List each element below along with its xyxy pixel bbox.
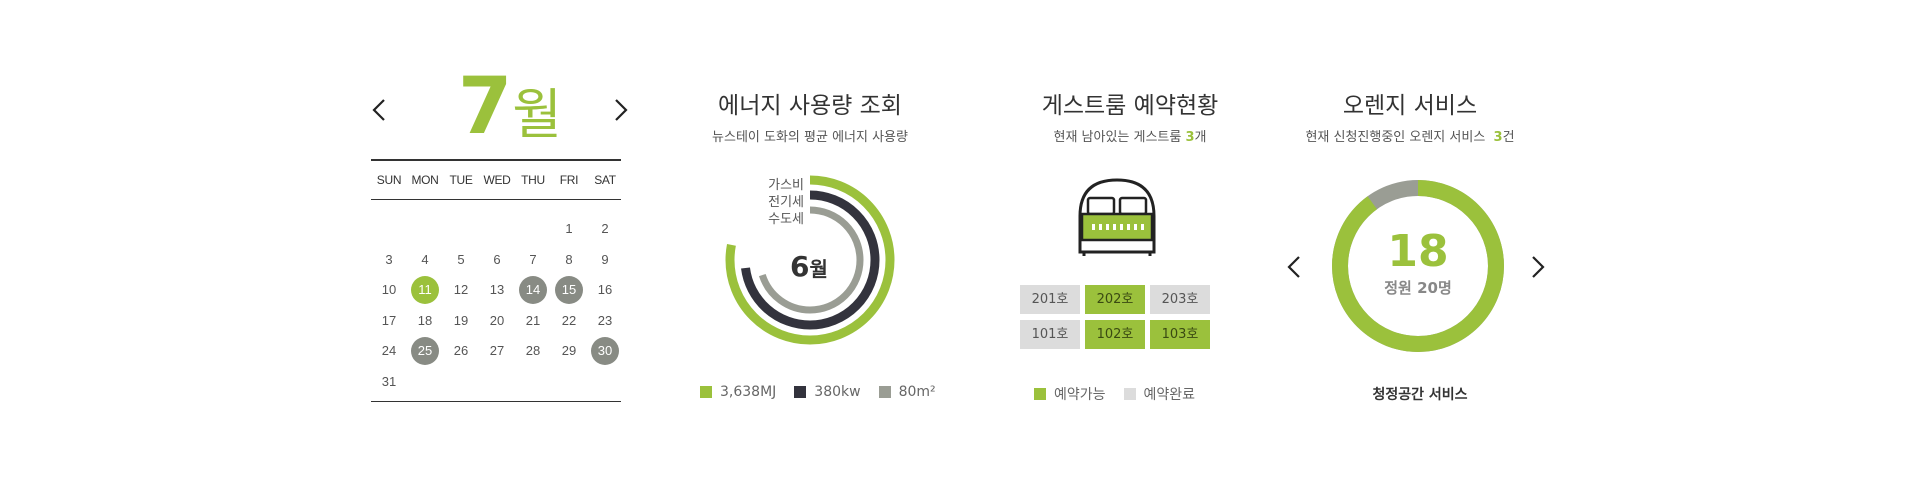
ring-label-water: 수도세 xyxy=(768,212,804,227)
legend-swatch xyxy=(878,386,891,398)
ring-label-electric: 전기세 xyxy=(768,195,804,210)
legend-item-available: 예약가능 xyxy=(1034,384,1106,404)
prev-month-button[interactable] xyxy=(368,92,392,128)
calendar-day-14[interactable]: 14 xyxy=(519,276,547,304)
bed-icon xyxy=(1078,178,1156,256)
calendar-day-26[interactable]: 26 xyxy=(453,343,469,358)
calendar-day-1[interactable]: 1 xyxy=(565,221,573,236)
energy-ring-chart xyxy=(725,175,895,345)
month-title: 7월 xyxy=(430,68,590,149)
weekday-tue: TUE xyxy=(449,173,473,187)
chevron-right-icon xyxy=(1532,256,1545,278)
calendar-day-30[interactable]: 30 xyxy=(591,337,619,365)
legend-swatch xyxy=(794,386,807,398)
orange-title: 오렌지 서비스 xyxy=(1342,93,1478,119)
orange-next-button[interactable] xyxy=(1526,250,1548,284)
weekday-sat: SAT xyxy=(594,173,616,187)
calendar-day-15[interactable]: 15 xyxy=(555,276,583,304)
calendar-day-19[interactable]: 19 xyxy=(453,312,469,328)
room-102[interactable]: 102호 xyxy=(1085,320,1145,349)
orange-capacity: 정원 20명 xyxy=(1384,279,1452,297)
legend-item-booked: 예약완료 xyxy=(1123,384,1195,404)
calendar-day-9[interactable]: 9 xyxy=(601,251,609,267)
orange-ring-chart xyxy=(1332,180,1504,352)
calendar-day-13[interactable]: 13 xyxy=(489,282,505,297)
calendar-day-23[interactable]: 23 xyxy=(597,312,613,328)
room-202[interactable]: 202호 xyxy=(1085,285,1145,314)
legend-swatch xyxy=(1123,388,1136,400)
energy-title: 에너지 사용량 조회 xyxy=(718,93,902,119)
chevron-right-icon xyxy=(615,99,628,121)
guestroom-legend: 예약가능 예약완료 xyxy=(1034,384,1213,404)
ring-label-gas: 가스비 xyxy=(768,178,804,193)
calendar-day-5[interactable]: 5 xyxy=(457,251,465,267)
calendar-day-4[interactable]: 4 xyxy=(421,251,429,267)
calendar-day-17[interactable]: 17 xyxy=(381,312,397,328)
orange-service-name[interactable]: 청정공간 서비스 xyxy=(1372,387,1468,403)
weekday-wed: WED xyxy=(483,173,511,187)
calendar-day-28[interactable]: 28 xyxy=(525,343,541,358)
energy-center-month: 6월 xyxy=(790,250,828,283)
ring-labels: 가스비 전기세 수도세 xyxy=(744,177,804,228)
calendar-day-24[interactable]: 24 xyxy=(381,343,397,358)
legend-item-water: 80m² xyxy=(878,384,936,400)
calendar-day-22[interactable]: 22 xyxy=(561,312,577,328)
calendar-day-18[interactable]: 18 xyxy=(417,312,433,328)
month-unit: 월 xyxy=(512,83,562,146)
guestroom-title: 게스트룸 예약현황 xyxy=(1041,93,1219,119)
guestroom-subtitle: 현재 남아있는 게스트룸 3개 xyxy=(1053,130,1207,145)
calendar-day-31[interactable]: 31 xyxy=(381,373,397,389)
calendar-day-12[interactable]: 12 xyxy=(453,282,469,297)
room-103[interactable]: 103호 xyxy=(1150,320,1210,349)
next-month-button[interactable] xyxy=(608,92,632,128)
weekday-header: SUN MON TUE WED THU FRI SAT xyxy=(371,173,623,187)
calendar-day-29[interactable]: 29 xyxy=(561,343,577,358)
calendar-bottom-divider xyxy=(371,401,621,402)
weekday-mon: MON xyxy=(411,173,439,187)
room-203[interactable]: 203호 xyxy=(1150,285,1210,314)
energy-subtitle: 뉴스테이 도화의 평균 에너지 사용량 xyxy=(712,130,908,145)
calendar-day-20[interactable]: 20 xyxy=(489,312,505,328)
calendar-day-8[interactable]: 8 xyxy=(565,251,573,267)
calendar-day-7[interactable]: 7 xyxy=(529,251,537,267)
energy-ring-2 xyxy=(756,206,864,314)
orange-count: 18 xyxy=(1387,226,1449,277)
legend-item-electric: 380kw xyxy=(794,384,861,400)
calendar-day-10[interactable]: 10 xyxy=(381,282,397,297)
orange-prev-button[interactable] xyxy=(1284,250,1306,284)
calendar-day-27[interactable]: 27 xyxy=(489,343,505,358)
calendar-day-25[interactable]: 25 xyxy=(411,337,439,365)
energy-ring-0 xyxy=(725,175,895,345)
weekday-sun: SUN xyxy=(376,173,402,187)
month-number: 7 xyxy=(458,62,513,152)
calendar-day-3[interactable]: 3 xyxy=(385,251,393,267)
calendar-day-6[interactable]: 6 xyxy=(493,251,501,267)
energy-legend: 3,638MJ 380kw 80m² xyxy=(700,384,954,400)
calendar-day-11[interactable]: 11 xyxy=(411,276,439,304)
room-101[interactable]: 101호 xyxy=(1020,320,1080,349)
legend-item-gas: 3,638MJ xyxy=(700,384,776,400)
ring-fill xyxy=(1332,180,1504,352)
calendar-top-divider xyxy=(371,159,621,161)
calendar-header-divider xyxy=(371,199,621,200)
orange-subtitle: 현재 신청진행중인 오렌지 서비스 3건 xyxy=(1305,130,1515,145)
weekday-fri: FRI xyxy=(559,173,579,187)
calendar-day-16[interactable]: 16 xyxy=(597,282,613,297)
legend-swatch xyxy=(700,386,712,398)
weekday-thu: THU xyxy=(521,173,545,187)
chevron-left-icon xyxy=(372,99,385,121)
calendar-day-21[interactable]: 21 xyxy=(525,312,541,328)
chevron-left-icon xyxy=(1287,256,1300,278)
legend-swatch xyxy=(1034,388,1046,400)
room-201[interactable]: 201호 xyxy=(1020,285,1080,314)
calendar-day-2[interactable]: 2 xyxy=(601,221,609,236)
energy-ring-1 xyxy=(740,190,880,330)
